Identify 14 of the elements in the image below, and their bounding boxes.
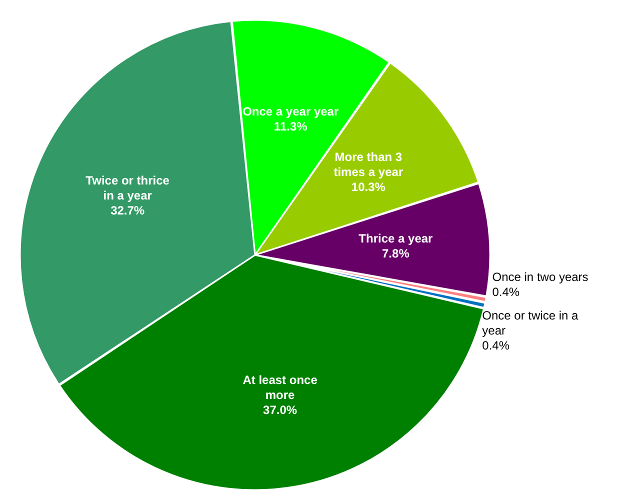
data-label: 0.4% xyxy=(492,284,520,299)
slice-label: Once a year year xyxy=(242,104,339,119)
slice-label: More than 3 times a year xyxy=(334,150,404,180)
slice-label: Once or twice in a year xyxy=(482,308,579,338)
data-label: 0.4% xyxy=(482,338,510,352)
slice-label: Thrice a year xyxy=(358,232,434,246)
slice-label: Once in two years xyxy=(492,270,588,284)
data-label: 10.3% xyxy=(351,180,386,194)
data-label: 11.3% xyxy=(274,120,308,134)
slice-label: Twice or thrice in a year xyxy=(86,174,170,203)
data-label: 7.8% xyxy=(382,246,410,261)
slice-label: At least once more xyxy=(242,372,318,402)
data-label: 32.7% xyxy=(110,204,145,218)
data-label: 37.0% xyxy=(263,402,298,417)
